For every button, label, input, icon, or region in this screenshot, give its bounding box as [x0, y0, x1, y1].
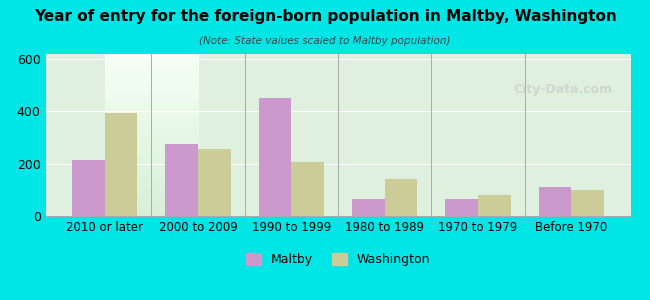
Bar	[352, 199, 385, 216]
Bar	[478, 195, 511, 216]
Bar	[105, 113, 137, 216]
Bar	[539, 187, 571, 216]
Bar	[259, 98, 291, 216]
Bar	[165, 144, 198, 216]
Bar	[445, 199, 478, 216]
Bar	[571, 190, 604, 216]
Text: City-Data.com: City-Data.com	[514, 83, 613, 96]
Text: (Note: State values scaled to Maltby population): (Note: State values scaled to Maltby pop…	[200, 36, 450, 46]
Bar	[198, 149, 231, 216]
Text: Year of entry for the foreign-born population in Maltby, Washington: Year of entry for the foreign-born popul…	[34, 9, 616, 24]
Bar	[72, 160, 105, 216]
Bar	[291, 162, 324, 216]
Legend: Maltby, Washington: Maltby, Washington	[240, 248, 436, 271]
Bar	[385, 179, 417, 216]
